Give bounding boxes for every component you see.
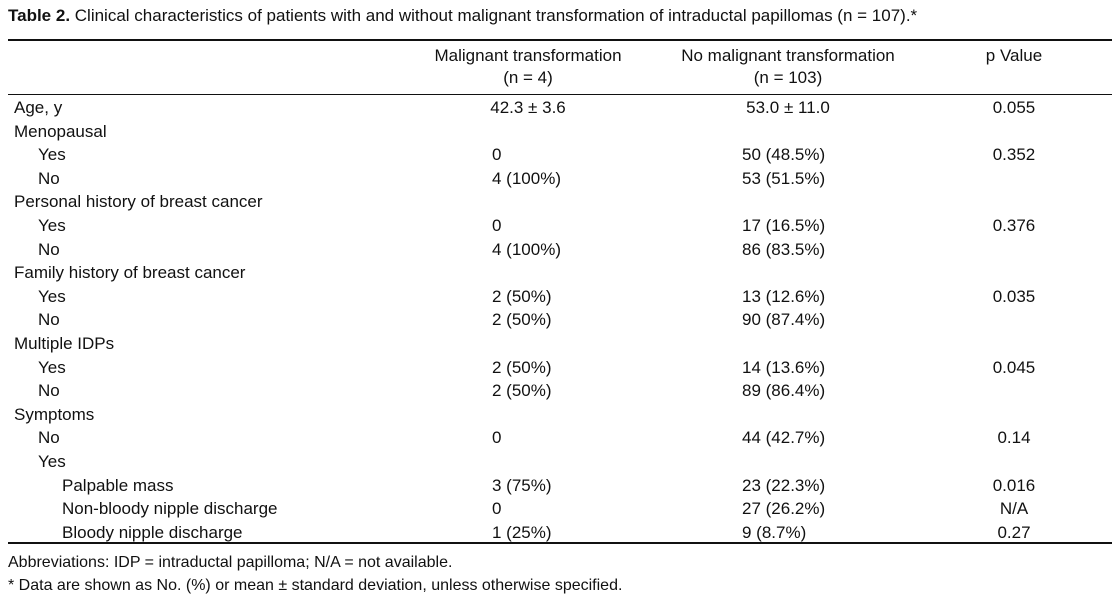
cell-malignant-transformation: 0 (492, 428, 502, 448)
footnote-data-note: * Data are shown as No. (%) or mean ± st… (8, 577, 623, 594)
cell-no-malignant-transformation: 13 (12.6%) (742, 286, 826, 306)
table-row: Multiple IDPs (0, 332, 1118, 356)
table-row: Personal history of breast cancer (0, 190, 1118, 214)
table-row: Yes (0, 450, 1118, 474)
cell-no-malignant-transformation: 9 (8.7%) (742, 522, 807, 542)
cell-no-malignant-transformation: 53 (51.5%) (742, 168, 826, 188)
cell-p-value: 0.27 (997, 522, 1031, 542)
cell-malignant-transformation: 0 (492, 499, 502, 519)
cell-p-value: 0.376 (992, 215, 1036, 235)
cell-p-value: 0.016 (992, 475, 1036, 495)
table-caption-text: Clinical characteristics of patients wit… (70, 6, 918, 25)
header-no-malignant-transformation: No malignant transformation (n = 103) (660, 45, 916, 89)
table-caption: Table 2. Clinical characteristics of pat… (8, 4, 917, 28)
table-row: Age, y 42.3 ± 3.6 53.0 ± 11.0 0.055 (0, 96, 1118, 120)
row-label: No (38, 239, 60, 259)
row-label: Symptoms (14, 404, 95, 424)
table-caption-label: Table 2. (8, 6, 71, 25)
row-label: No (38, 168, 60, 188)
header-p-value: p Value (944, 45, 1084, 67)
row-label: Age, y (14, 98, 63, 117)
cell-no-malignant-transformation: 50 (48.5%) (742, 145, 826, 165)
row-label: Yes (38, 145, 66, 165)
cell-malignant-transformation: 3 (75%) (492, 475, 552, 495)
cell-no-malignant-transformation: 53.0 ± 11.0 (746, 98, 830, 117)
row-label: Yes (38, 286, 66, 306)
cell-malignant-transformation: 4 (100%) (492, 239, 561, 259)
table-row: No 2 (50%) 90 (87.4%) (0, 308, 1118, 332)
table-row: No 2 (50%) 89 (86.4%) (0, 379, 1118, 403)
row-label: Personal history of breast cancer (14, 192, 263, 212)
table-header: Malignant transformation (n = 4) No mali… (0, 45, 1118, 91)
row-label: Multiple IDPs (14, 333, 115, 353)
cell-malignant-transformation: 1 (25%) (492, 522, 552, 542)
row-label: Non-bloody nipple discharge (62, 499, 278, 519)
row-label: Palpable mass (62, 475, 174, 495)
row-label: Menopausal (14, 121, 107, 141)
cell-p-value: 0.035 (992, 286, 1036, 306)
table-row: Palpable mass 3 (75%) 23 (22.3%) 0.016 (0, 474, 1118, 498)
cell-no-malignant-transformation: 23 (22.3%) (742, 475, 826, 495)
row-label: No (38, 381, 60, 401)
cell-malignant-transformation: 0 (492, 145, 502, 165)
row-label: Bloody nipple discharge (62, 522, 243, 542)
table-row: Family history of breast cancer (0, 261, 1118, 285)
cell-malignant-transformation: 2 (50%) (492, 310, 552, 330)
cell-no-malignant-transformation: 89 (86.4%) (742, 381, 826, 401)
table-row: No 0 44 (42.7%) 0.14 (0, 426, 1118, 450)
row-label: No (38, 428, 60, 448)
row-label: Family history of breast cancer (14, 263, 246, 283)
table-row: Bloody nipple discharge 1 (25%) 9 (8.7%) 0.… (0, 521, 1118, 545)
cell-p-value: 0.045 (992, 357, 1036, 377)
table-row: No 4 (100%) 53 (51.5%) (0, 167, 1118, 191)
cell-no-malignant-transformation: 86 (83.5%) (742, 239, 826, 259)
cell-p-value: 0.055 (992, 98, 1036, 117)
cell-p-value: N/A (999, 499, 1029, 519)
row-label: Yes (38, 215, 66, 235)
header-mt-line2: (n = 4) (503, 68, 553, 87)
table-row: Yes 0 50 (48.5%) 0.352 (0, 143, 1118, 167)
header-mt-line1: Malignant transformation (434, 46, 622, 65)
cell-no-malignant-transformation: 27 (26.2%) (742, 499, 826, 519)
header-nmt-line1: No malignant transformation (681, 46, 895, 65)
table-body: Age, y 42.3 ± 3.6 53.0 ± 11.0 0.055 Menopaus… (0, 96, 1118, 544)
table-footnotes: Abbreviations: IDP = intraductal papillo… (8, 551, 622, 597)
cell-malignant-transformation: 2 (50%) (492, 381, 552, 401)
cell-no-malignant-transformation: 90 (87.4%) (742, 310, 826, 330)
header-nmt-line2: (n = 103) (753, 68, 823, 87)
row-label: Yes (38, 357, 66, 377)
row-label: Yes (38, 451, 66, 471)
row-label: No (38, 310, 60, 330)
table-header-rule (8, 94, 1112, 95)
cell-no-malignant-transformation: 44 (42.7%) (742, 428, 826, 448)
header-malignant-transformation: Malignant transformation (n = 4) (418, 45, 638, 89)
cell-malignant-transformation: 42.3 ± 3.6 (490, 98, 566, 117)
cell-malignant-transformation: 4 (100%) (492, 168, 561, 188)
header-p-line: p Value (985, 46, 1043, 65)
table-row: Yes 2 (50%) 14 (13.6%) 0.045 (0, 356, 1118, 380)
cell-p-value: 0.14 (997, 428, 1031, 448)
cell-no-malignant-transformation: 14 (13.6%) (742, 357, 826, 377)
cell-malignant-transformation: 0 (492, 215, 502, 235)
table-row: Non-bloody nipple discharge 0 27 (26.2%) N/… (0, 497, 1118, 521)
cell-malignant-transformation: 2 (50%) (492, 286, 552, 306)
table-row: Symptoms (0, 403, 1118, 427)
table-row: Menopausal (0, 120, 1118, 144)
table-row: No 4 (100%) 86 (83.5%) (0, 238, 1118, 262)
cell-malignant-transformation: 2 (50%) (492, 357, 552, 377)
table-row: Yes 0 17 (16.5%) 0.376 (0, 214, 1118, 238)
cell-p-value: 0.352 (992, 145, 1036, 165)
table-bottom-rule (8, 542, 1112, 544)
cell-no-malignant-transformation: 17 (16.5%) (742, 215, 826, 235)
table-row: Yes 2 (50%) 13 (12.6%) 0.035 (0, 285, 1118, 309)
table-top-rule (8, 39, 1112, 41)
footnote-abbreviations: Abbreviations: IDP = intraductal papillo… (8, 554, 453, 571)
